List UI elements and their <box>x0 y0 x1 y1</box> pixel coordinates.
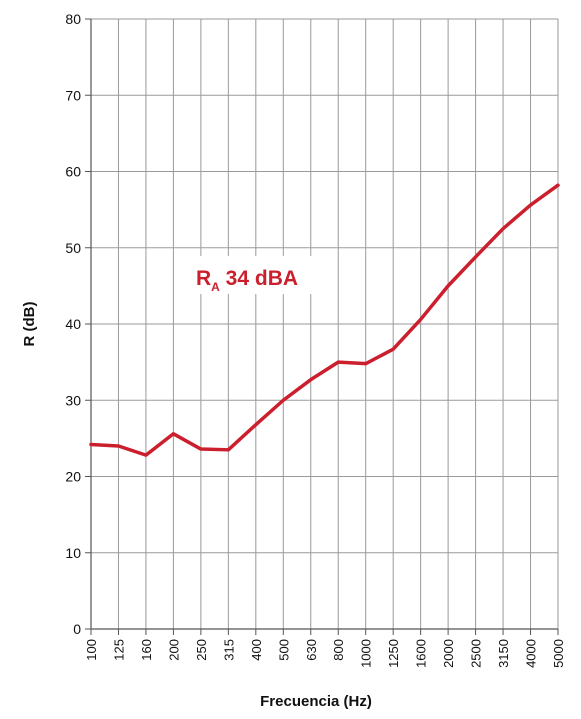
x-tick-label: 1250 <box>386 639 401 668</box>
y-tick-label: 20 <box>65 469 81 485</box>
axes <box>85 18 559 635</box>
x-tick-label: 2000 <box>441 639 456 668</box>
x-tick-label: 100 <box>84 639 99 661</box>
series-line <box>89 183 560 457</box>
x-tick-label: 315 <box>221 639 236 661</box>
annotation-rest: 34 dBA <box>220 267 298 290</box>
x-tick-label: 400 <box>249 639 264 661</box>
x-tick-label: 200 <box>166 639 181 661</box>
x-tick-label: 2500 <box>469 639 484 668</box>
x-tick-label: 5000 <box>551 639 566 668</box>
annotation-background <box>188 256 314 294</box>
x-tick-label: 250 <box>194 639 209 661</box>
x-tick-labels: 100 125 160 200 250 315 400 500 630 800 1000 1250 16… <box>84 639 566 668</box>
x-axis-label: Frecuencia (Hz) <box>260 693 372 710</box>
annotation-main: R <box>196 267 211 290</box>
y-tick-labels: 0 10 20 30 40 50 60 70 80 <box>65 11 81 637</box>
y-tick-label: 70 <box>65 87 81 103</box>
y-tick-label: 30 <box>65 392 81 408</box>
x-tick-label: 4000 <box>524 639 539 668</box>
x-tick-label: 125 <box>111 639 126 661</box>
series-layer <box>89 183 560 457</box>
y-tick-label: 10 <box>65 545 81 561</box>
grid <box>90 18 559 630</box>
x-tick-label: 3150 <box>496 639 511 668</box>
annotation-label: RA 34 dBA <box>196 267 298 294</box>
y-tick-label: 60 <box>65 164 81 180</box>
annotation-sub: A <box>211 280 220 294</box>
y-tick-label: 40 <box>65 316 81 332</box>
y-tick-label: 80 <box>65 11 81 27</box>
y-tick-label: 0 <box>73 621 81 637</box>
y-tick-label: 50 <box>65 240 81 256</box>
x-tick-label: 800 <box>331 639 346 661</box>
x-tick-label: 630 <box>304 639 319 661</box>
x-tick-label: 160 <box>139 639 154 661</box>
y-axis-label: R (dB) <box>21 302 38 347</box>
x-tick-label: 500 <box>276 639 291 661</box>
x-tick-label: 1600 <box>414 639 429 668</box>
x-tick-label: 1000 <box>359 639 374 668</box>
